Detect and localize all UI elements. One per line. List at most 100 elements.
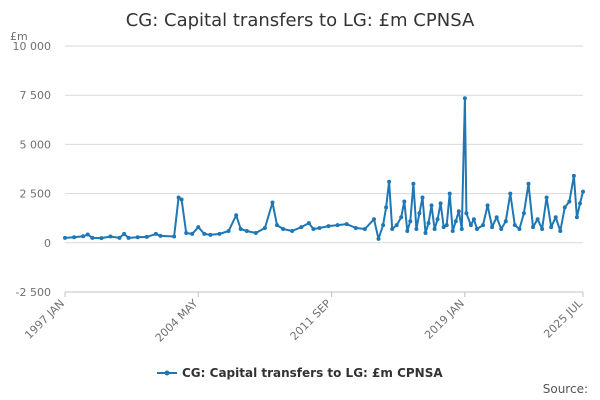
data-point[interactable] [558,229,563,233]
data-point[interactable] [411,181,416,186]
data-point[interactable] [578,201,582,206]
data-point[interactable] [574,215,579,220]
data-point[interactable] [571,173,576,178]
data-point[interactable] [253,231,258,235]
data-point[interactable] [567,199,572,204]
data-point[interactable] [196,225,201,230]
data-point[interactable] [481,223,485,228]
data-point[interactable] [402,199,407,204]
data-point[interactable] [202,231,207,236]
data-point[interactable] [471,217,476,222]
data-point[interactable] [81,234,86,239]
data-point[interactable] [531,225,535,230]
data-point[interactable] [117,235,122,240]
data-point[interactable] [526,181,531,186]
data-point[interactable] [90,235,95,240]
data-point[interactable] [126,235,131,240]
data-point[interactable] [372,217,376,222]
data-point[interactable] [381,223,386,228]
data-point[interactable] [122,231,127,236]
data-point[interactable] [420,195,425,200]
data-point[interactable] [208,232,213,237]
data-point[interactable] [408,219,413,224]
data-point[interactable] [270,200,275,205]
data-point[interactable] [456,209,461,214]
data-point[interactable] [244,229,249,233]
data-point[interactable] [144,234,149,239]
data-point[interactable] [335,223,340,228]
data-point[interactable] [426,221,431,226]
data-point[interactable] [544,195,549,200]
data-point[interactable] [499,227,504,231]
data-point[interactable] [158,233,163,238]
data-point[interactable] [459,227,464,231]
data-point[interactable] [63,235,67,240]
data-point[interactable] [153,231,158,236]
data-point[interactable] [234,213,239,218]
data-point[interactable] [521,211,526,216]
data-point[interactable] [362,227,367,231]
data-point[interactable] [581,189,585,194]
data-point[interactable] [72,235,77,240]
data-point[interactable] [176,195,181,200]
data-point[interactable] [353,226,358,230]
data-point[interactable] [179,197,184,202]
data-point[interactable] [390,227,395,231]
data-point[interactable] [490,225,495,230]
data-point[interactable] [553,215,558,220]
legend[interactable]: CG: Capital transfers to LG: £m CPNSA [157,366,443,380]
data-point[interactable] [405,229,410,233]
data-point[interactable] [262,226,267,230]
data-point[interactable] [85,232,90,237]
data-point[interactable] [414,227,419,231]
data-point[interactable] [311,227,316,231]
data-point[interactable] [432,227,437,231]
data-point[interactable] [453,219,458,224]
data-point[interactable] [417,211,422,216]
data-point[interactable] [108,234,113,239]
data-point[interactable] [494,215,499,220]
data-point[interactable] [344,222,349,227]
data-point[interactable] [485,203,490,208]
data-point[interactable] [475,227,479,231]
data-point[interactable] [184,231,189,235]
data-point[interactable] [281,227,286,231]
data-point[interactable] [447,191,452,196]
data-point[interactable] [540,227,545,231]
data-point[interactable] [387,179,392,184]
data-point[interactable] [238,227,243,231]
data-point[interactable] [317,226,322,230]
data-point[interactable] [468,223,473,228]
data-point[interactable] [512,223,517,228]
data-point[interactable] [326,224,331,229]
data-point[interactable] [275,223,279,228]
data-point[interactable] [190,231,195,236]
data-point[interactable] [135,235,140,240]
data-point[interactable] [503,219,508,224]
data-point[interactable] [464,211,469,216]
data-point[interactable] [435,217,440,222]
data-point[interactable] [462,96,467,101]
data-point[interactable] [172,234,177,239]
data-point[interactable] [423,231,428,235]
data-point[interactable] [549,225,554,230]
data-point[interactable] [399,215,404,220]
data-point[interactable] [450,229,455,233]
data-point[interactable] [99,236,104,241]
data-point[interactable] [217,231,222,236]
data-point[interactable] [517,227,522,231]
data-point[interactable] [384,205,389,210]
data-point[interactable] [535,217,540,222]
data-point[interactable] [226,229,231,233]
data-point[interactable] [299,225,304,230]
data-point[interactable] [306,221,311,226]
data-point[interactable] [376,236,381,241]
data-point[interactable] [438,201,443,206]
data-point[interactable] [429,203,434,208]
data-point[interactable] [290,229,295,233]
data-point[interactable] [441,225,446,230]
data-point[interactable] [508,191,513,196]
data-point[interactable] [562,205,567,210]
data-point[interactable] [394,223,399,228]
data-point[interactable] [444,223,449,228]
